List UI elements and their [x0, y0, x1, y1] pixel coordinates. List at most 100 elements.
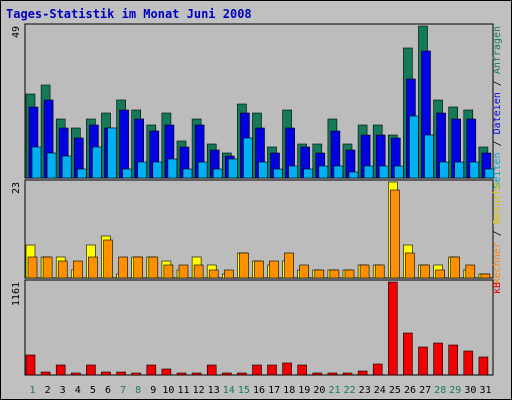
x-tick-label: 23: [359, 385, 371, 396]
bar-rechner-day-11: [178, 264, 189, 279]
chart-title: Tages-Statistik im Monat Juni 2008: [6, 7, 252, 21]
bar-seiten-day-7: [122, 168, 132, 179]
bar-kb-day-19: [297, 364, 308, 376]
x-tick-label: 14: [223, 385, 235, 396]
bar-seiten-day-21: [333, 165, 344, 179]
x-tick-label: 2: [45, 385, 51, 396]
bar-seiten-day-31: [484, 168, 495, 179]
bar-kb-day-7: [116, 371, 126, 376]
bar-rechner-day-15: [239, 252, 249, 279]
bar-rechner-day-27: [420, 264, 430, 279]
bar-rechner-day-26: [405, 252, 415, 279]
x-tick-label: 24: [374, 385, 386, 396]
bar-seiten-day-12: [197, 161, 208, 179]
bar-seiten-day-1: [31, 146, 42, 179]
bar-kb-day-5: [86, 364, 96, 376]
bar-seiten-day-15: [243, 137, 253, 179]
bar-rechner-day-1: [27, 256, 38, 279]
x-tick-label: 28: [434, 385, 446, 396]
bar-kb-day-12: [191, 372, 202, 376]
bar-rechner-day-3: [57, 260, 68, 279]
x-tick-label: 30: [464, 385, 476, 396]
bar-kb-day-23: [357, 370, 368, 376]
bar-seiten-day-6: [107, 127, 117, 179]
bar-rechner-day-28: [435, 269, 445, 279]
bar-kb-day-13: [206, 364, 217, 376]
bar-seiten-day-26: [409, 115, 419, 179]
legend-part: Anfragen: [492, 26, 503, 74]
bar-kb-day-15: [237, 372, 247, 376]
bar-rechner-day-29: [450, 256, 461, 279]
bar-rechner-day-19: [299, 264, 310, 279]
bar-kb-day-25: [387, 281, 398, 376]
x-tick-label: 12: [193, 385, 205, 396]
legend-part: Dateien: [492, 92, 503, 134]
bar-rechner-day-6: [103, 239, 113, 279]
bar-seiten-day-22: [348, 171, 359, 179]
panel-3: 1161 kB: [11, 279, 503, 376]
x-tick-label: 19: [298, 385, 310, 396]
bar-seiten-day-13: [212, 168, 223, 179]
legend-part: Seiten: [492, 152, 503, 188]
bar-rechner-day-17: [269, 260, 279, 279]
bar-seiten-day-10: [167, 158, 178, 179]
bar-kb-day-2: [40, 371, 51, 376]
bar-seiten-day-30: [469, 161, 480, 179]
bar-seiten-day-19: [303, 168, 314, 179]
x-tick-label: 3: [60, 385, 66, 396]
bar-kb-day-9: [146, 364, 157, 376]
bar-seiten-day-18: [288, 165, 298, 179]
bar-seiten-day-9: [152, 161, 163, 179]
bar-rechner-day-20: [314, 269, 325, 279]
x-tick-label: 20: [313, 385, 325, 396]
x-tick-label: 11: [177, 385, 189, 396]
x-tick-label: 16: [253, 385, 265, 396]
bar-kb-day-11: [176, 372, 187, 376]
bar-kb-day-16: [252, 364, 262, 376]
bar-seiten-day-27: [424, 134, 434, 179]
bar-seiten-day-14: [228, 158, 238, 179]
bar-kb-day-10: [161, 368, 172, 376]
bar-kb-day-18: [282, 362, 292, 376]
bar-rechner-day-14: [224, 269, 234, 279]
y-max-label: 49: [11, 26, 22, 38]
bar-rechner-day-2: [42, 256, 53, 279]
bar-seiten-day-11: [182, 168, 193, 179]
bar-kb-day-24: [372, 363, 383, 376]
bar-seiten-day-20: [318, 165, 329, 179]
x-tick-label: 4: [75, 385, 81, 396]
bar-rechner-day-13: [208, 269, 219, 279]
bar-seiten-day-28: [439, 161, 449, 179]
bar-rechner-day-30: [465, 264, 476, 279]
bar-rechner-day-10: [163, 264, 174, 279]
bar-rechner-day-4: [73, 260, 83, 279]
bar-dateien-day-7: [119, 109, 129, 179]
bar-rechner-day-31: [480, 273, 491, 279]
legend-part: /: [492, 224, 503, 242]
bar-seiten-day-29: [454, 161, 465, 179]
legend-part: Rechner: [492, 242, 503, 284]
bar-kb-day-29: [448, 344, 459, 376]
bar-kb-day-6: [101, 371, 111, 376]
bar-rechner-day-12: [193, 264, 204, 279]
bar-kb-day-4: [71, 372, 81, 376]
x-tick-label: 21: [328, 385, 340, 396]
x-tick-label: 17: [268, 385, 280, 396]
x-tick-label: 26: [404, 385, 416, 396]
legend-part: kB: [492, 282, 503, 294]
bar-rechner-day-9: [148, 256, 159, 279]
y-max-label: 1161: [11, 282, 22, 306]
x-tick-label: 25: [389, 385, 401, 396]
x-tick-label: 7: [120, 385, 126, 396]
bar-kb-day-20: [312, 372, 323, 376]
bar-rechner-day-7: [118, 256, 128, 279]
legend-part: /: [492, 74, 503, 92]
y-max-label: 23: [11, 182, 22, 194]
x-tick-label: 8: [135, 385, 141, 396]
bar-rechner-day-5: [88, 256, 98, 279]
bar-seiten-day-5: [92, 146, 102, 179]
bar-rechner-day-18: [284, 252, 294, 279]
bar-rechner-day-21: [329, 269, 340, 279]
bar-kb-day-27: [418, 346, 428, 376]
